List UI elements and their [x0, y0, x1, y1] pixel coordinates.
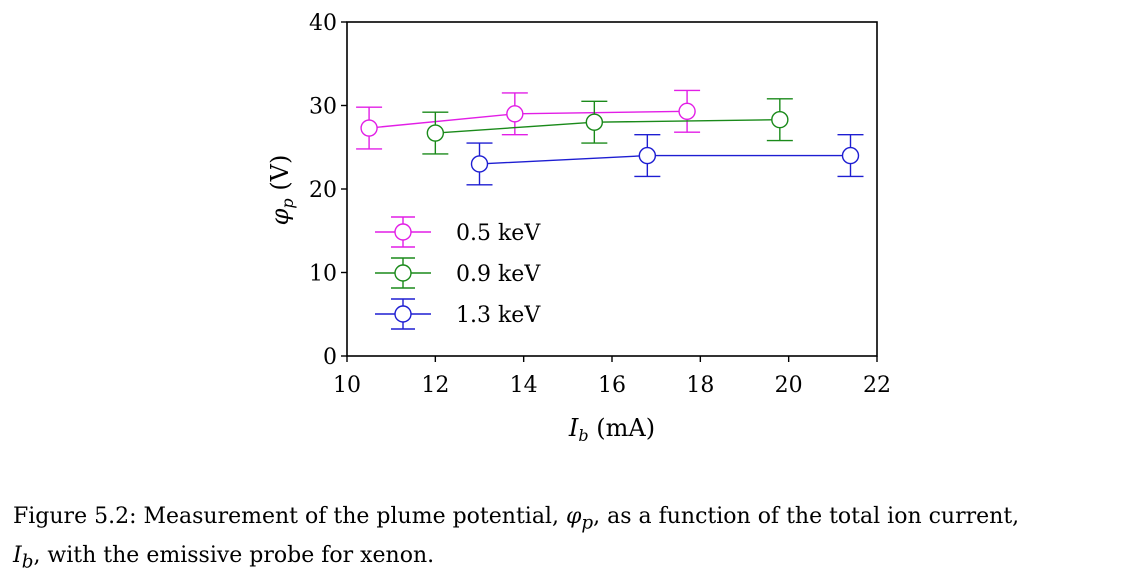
series-line — [479, 154, 851, 165]
x-tick-label: 16 — [598, 373, 626, 398]
data-point — [585, 113, 604, 131]
series-0_9-keV — [422, 98, 793, 155]
series-0_5-keV — [356, 89, 701, 150]
data-point — [360, 119, 378, 137]
legend: 0.5 keV 0.9 keV 1.3 keV — [375, 216, 541, 330]
y-tick-label: 40 — [309, 11, 337, 36]
y-tick-label: 30 — [309, 95, 337, 120]
legend-marker — [394, 305, 412, 323]
series-line — [369, 110, 688, 129]
x-tick-label: 20 — [775, 373, 803, 398]
x-tick-label: 14 — [510, 373, 538, 398]
y-tick-label: 10 — [309, 262, 337, 287]
legend-label: 1.3 keV — [456, 303, 541, 328]
series-line — [435, 118, 780, 134]
y-axis-label: φp (V) — [266, 155, 297, 226]
x-tick-label: 10 — [333, 373, 361, 398]
chart: 10 12 14 16 18 20 22 0 10 20 30 40 0.5 keV 0.9 keV 1.… — [266, 11, 891, 445]
figure-caption: Figure 5.2: Measurement of the plume pot… — [13, 504, 1020, 573]
legend-marker — [394, 264, 412, 282]
y-tick-label: 0 — [323, 345, 337, 370]
x-tick-label: 12 — [421, 373, 449, 398]
data-point — [771, 110, 789, 129]
legend-marker — [394, 223, 412, 241]
data-point — [470, 155, 489, 173]
data-point — [426, 124, 445, 142]
data-point — [506, 105, 524, 123]
legend-label: 0.5 keV — [456, 221, 541, 246]
x-tick-label: 22 — [863, 373, 891, 398]
x-axis-label: Ib (mA) — [568, 414, 655, 445]
plot-border — [346, 21, 878, 357]
y-tick-label: 20 — [309, 178, 337, 203]
legend-label: 0.9 keV — [456, 262, 541, 287]
data-point — [638, 146, 657, 165]
axis-ticks: 10 12 14 16 18 20 22 0 10 20 30 40 — [309, 11, 891, 398]
data-point — [678, 102, 696, 121]
series-1_3-keV — [466, 134, 864, 186]
x-tick-label: 18 — [686, 373, 714, 398]
data-point — [841, 146, 860, 165]
plot-frame — [346, 21, 878, 357]
series-layer — [356, 89, 864, 186]
